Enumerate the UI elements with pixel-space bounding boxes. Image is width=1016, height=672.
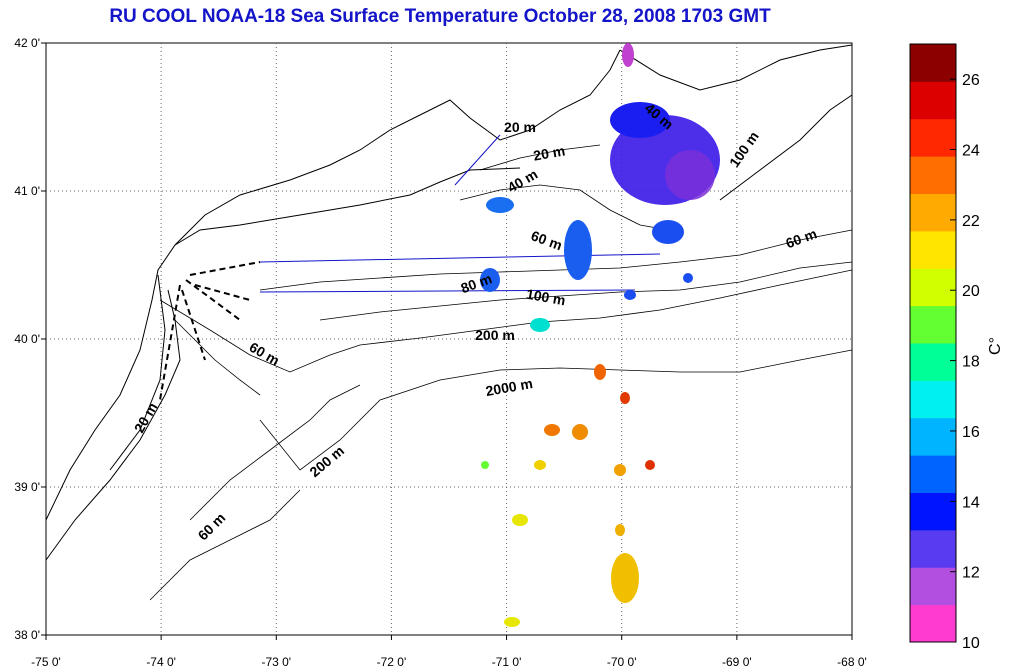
colorbar-tick-label: 20 bbox=[962, 283, 980, 300]
radar-dashes bbox=[159, 261, 261, 401]
colorbar-segment bbox=[910, 118, 956, 157]
sst-patches bbox=[480, 43, 720, 627]
y-tick-label: 39 0' bbox=[14, 480, 40, 494]
colorbar: 26 24 22 20 18 16 14 12 10 bbox=[909, 43, 980, 652]
colorbar-tick-label: 14 bbox=[962, 494, 980, 511]
x-tick-label: -71 0' bbox=[492, 655, 522, 669]
colorbar-segment bbox=[910, 268, 956, 307]
colorbar-segment bbox=[910, 529, 956, 568]
x-tick-label: -69 0' bbox=[722, 655, 752, 669]
colorbar-unit: C° bbox=[987, 337, 1004, 355]
colorbar-frame bbox=[909, 43, 957, 643]
colorbar-segment bbox=[910, 305, 956, 344]
colorbar-segment bbox=[910, 193, 956, 232]
contour-label: 20 m bbox=[504, 119, 536, 135]
colorbar-segment bbox=[910, 604, 956, 643]
plot-frame bbox=[45, 42, 853, 636]
colorbar-segment bbox=[910, 343, 956, 381]
colorbar-segment bbox=[910, 44, 956, 82]
y-tick-label: 42 0' bbox=[14, 36, 40, 50]
colorbar-segment bbox=[910, 417, 956, 456]
contour-label: 200 m bbox=[475, 327, 515, 343]
colorbar-tick-label: 12 bbox=[962, 565, 980, 582]
colorbar-segment bbox=[910, 492, 956, 531]
colorbar-tick-label: 26 bbox=[962, 72, 980, 89]
colorbar-tick-label: 10 bbox=[962, 635, 980, 652]
colorbar-segment bbox=[910, 455, 956, 493]
radar-lines bbox=[259, 134, 661, 293]
x-tick-label: -72 0' bbox=[377, 655, 407, 669]
colorbar-segment bbox=[910, 81, 956, 120]
colorbar-tick-label: 22 bbox=[962, 213, 980, 230]
grid-lines bbox=[46, 43, 852, 635]
x-tick-label: -73 0' bbox=[261, 655, 291, 669]
isobaths bbox=[149, 144, 853, 601]
colorbar-tick-label: 18 bbox=[962, 354, 980, 371]
colorbar-segment bbox=[910, 567, 956, 606]
x-tick-label: -68 0' bbox=[837, 655, 867, 669]
contour-label: 100 m bbox=[525, 286, 567, 309]
y-tick-label: 38 0' bbox=[14, 628, 40, 642]
contour-label: 20 m bbox=[532, 142, 566, 163]
colorbar-tick-label: 16 bbox=[962, 424, 980, 441]
colorbar-segment bbox=[910, 156, 956, 194]
map-title: RU COOL NOAA-18 Sea Surface Temperature … bbox=[109, 6, 771, 27]
y-axis-ticks: 42 0' 41 0' 40 0' 39 0' 38 0' bbox=[14, 36, 46, 642]
x-axis-ticks: -75 0' -74 0' -73 0' -72 0' -71 0' -70 0' -69 … bbox=[31, 635, 867, 669]
x-tick-label: -75 0' bbox=[31, 655, 61, 669]
colorbar-tick-label: 24 bbox=[962, 143, 980, 160]
colorbar-segment bbox=[910, 230, 956, 269]
x-tick-label: -74 0' bbox=[146, 655, 176, 669]
y-tick-label: 41 0' bbox=[14, 184, 40, 198]
coastline bbox=[45, 44, 853, 561]
x-tick-label: -70 0' bbox=[607, 655, 637, 669]
colorbar-segment bbox=[910, 380, 956, 419]
y-tick-label: 40 0' bbox=[14, 332, 40, 346]
